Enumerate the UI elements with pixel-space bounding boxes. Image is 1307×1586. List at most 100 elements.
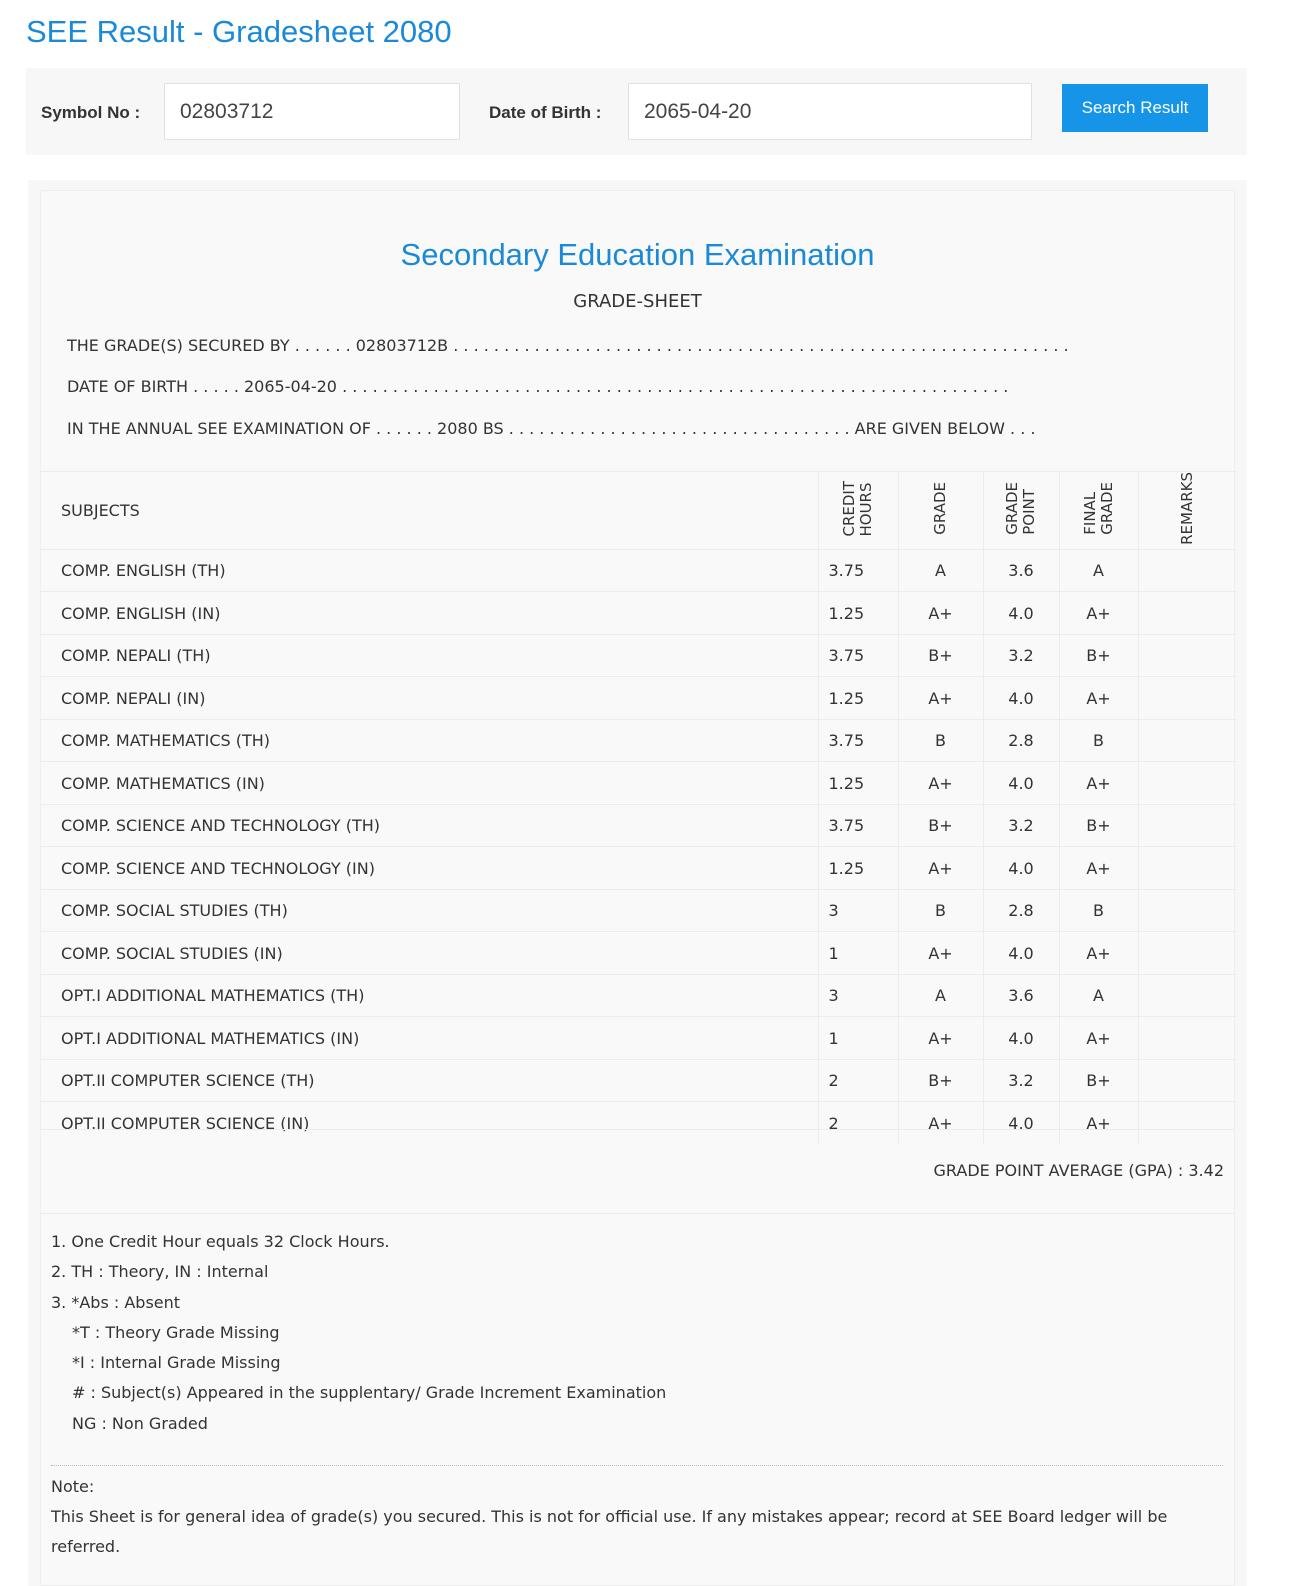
- subject-cell: COMP. SCIENCE AND TECHNOLOGY (TH): [41, 803, 818, 847]
- note-item: 1. One Credit Hour equals 32 Clock Hours…: [51, 1232, 390, 1251]
- final-grade-cell: B: [1058, 718, 1138, 762]
- grade-cell: A+: [897, 591, 983, 635]
- table-row: COMP. MATHEMATICS (IN) 1.25 A+ 4.0 A+: [41, 761, 1236, 805]
- subject-cell: COMP. ENGLISH (TH): [41, 548, 818, 592]
- dob-line: DATE OF BIRTH . . . . . 2065-04-20 . . .…: [67, 377, 1009, 396]
- grade-point-cell: 4.0: [982, 931, 1059, 975]
- grade-cell: A+: [897, 1101, 983, 1145]
- table-row: COMP. ENGLISH (TH) 3.75 A 3.6 A: [41, 548, 1236, 592]
- final-grade-cell: B: [1058, 888, 1138, 932]
- note-title: Note:: [51, 1477, 95, 1496]
- table-row: COMP. ENGLISH (IN) 1.25 A+ 4.0 A+: [41, 591, 1236, 635]
- grade-cell: A: [897, 548, 983, 592]
- credit-hours-cell: 1: [817, 1016, 898, 1060]
- credit-hours-cell: 3: [817, 973, 898, 1017]
- col-remarks: REMARKS: [1137, 471, 1236, 550]
- remarks-cell: [1137, 846, 1236, 890]
- subject-cell: COMP. ENGLISH (IN): [41, 591, 818, 635]
- col-credit-hours: CREDIT HOURS: [817, 471, 898, 550]
- final-grade-cell: A: [1058, 973, 1138, 1017]
- table-row: COMP. SCIENCE AND TECHNOLOGY (TH) 3.75 B+ 3…: [41, 803, 1236, 847]
- search-result-button[interactable]: Search Result: [1062, 84, 1208, 132]
- remarks-cell: [1137, 973, 1236, 1017]
- gradesheet-card: Secondary Education Examination GRADE-SH…: [28, 180, 1247, 1586]
- table-row: COMP. SCIENCE AND TECHNOLOGY (IN) 1.25 A+ 4…: [41, 846, 1236, 890]
- grade-point-cell: 3.6: [982, 973, 1059, 1017]
- remarks-cell: [1137, 591, 1236, 635]
- disclaimer: Note: This Sheet is for general idea of …: [51, 1465, 1223, 1562]
- grade-point-cell: 3.2: [982, 1058, 1059, 1102]
- table-row: OPT.I ADDITIONAL MATHEMATICS (IN) 1 A+ 4.0 A…: [41, 1016, 1236, 1060]
- exam-heading: Secondary Education Examination: [400, 237, 875, 272]
- remarks-cell: [1137, 931, 1236, 975]
- final-grade-cell: A+: [1058, 931, 1138, 975]
- grade-point-cell: 2.8: [982, 718, 1059, 762]
- subject-cell: COMP. NEPALI (IN): [41, 676, 818, 720]
- grade-cell: B: [897, 888, 983, 932]
- credit-hours-cell: 3.75: [817, 803, 898, 847]
- subject-cell: COMP. MATHEMATICS (TH): [41, 718, 818, 762]
- legend-notes: 1. One Credit Hour equals 32 Clock Hours…: [51, 1227, 666, 1439]
- final-grade-cell: A+: [1058, 1016, 1138, 1060]
- credit-hours-cell: 2: [817, 1058, 898, 1102]
- col-subjects: SUBJECTS: [41, 471, 818, 550]
- col-grade: GRADE: [897, 471, 983, 550]
- remarks-cell: [1137, 548, 1236, 592]
- credit-hours-cell: 3.75: [817, 718, 898, 762]
- grade-point-cell: 4.0: [982, 1016, 1059, 1060]
- credit-hours-cell: 1: [817, 931, 898, 975]
- table-row: OPT.I ADDITIONAL MATHEMATICS (TH) 3 A 3.6 A: [41, 973, 1236, 1017]
- subject-cell: OPT.II COMPUTER SCIENCE (IN): [41, 1101, 818, 1145]
- final-grade-cell: A+: [1058, 591, 1138, 635]
- remarks-cell: [1137, 888, 1236, 932]
- page-title: SEE Result - Gradesheet 2080: [26, 14, 452, 49]
- col-final-grade: FINAL GRADE: [1058, 471, 1138, 550]
- credit-hours-cell: 3: [817, 888, 898, 932]
- grade-cell: B+: [897, 633, 983, 677]
- table-row: COMP. NEPALI (IN) 1.25 A+ 4.0 A+: [41, 676, 1236, 720]
- credit-hours-cell: 1.25: [817, 761, 898, 805]
- final-grade-cell: A+: [1058, 761, 1138, 805]
- table-row: OPT.II COMPUTER SCIENCE (IN) 2 A+ 4.0 A+: [41, 1101, 1236, 1145]
- subject-cell: OPT.I ADDITIONAL MATHEMATICS (IN): [41, 1016, 818, 1060]
- credit-hours-cell: 2: [817, 1101, 898, 1145]
- subject-cell: OPT.II COMPUTER SCIENCE (TH): [41, 1058, 818, 1102]
- secured-by-line: THE GRADE(S) SECURED BY . . . . . . 0280…: [67, 336, 1069, 355]
- subject-cell: COMP. SOCIAL STUDIES (IN): [41, 931, 818, 975]
- final-grade-cell: A+: [1058, 676, 1138, 720]
- symbol-input[interactable]: 02803712: [164, 83, 460, 140]
- note-item: *T : Theory Grade Missing: [72, 1322, 280, 1342]
- credit-hours-cell: 1.25: [817, 846, 898, 890]
- final-grade-cell: B+: [1058, 1058, 1138, 1102]
- subject-cell: COMP. NEPALI (TH): [41, 633, 818, 677]
- remarks-cell: [1137, 803, 1236, 847]
- gpa-row: [41, 1129, 1234, 1214]
- grade-point-cell: 2.8: [982, 888, 1059, 932]
- final-grade-cell: B+: [1058, 803, 1138, 847]
- credit-hours-cell: 1.25: [817, 591, 898, 635]
- table-row: COMP. SOCIAL STUDIES (TH) 3 B 2.8 B: [41, 888, 1236, 932]
- table-row: COMP. MATHEMATICS (TH) 3.75 B 2.8 B: [41, 718, 1236, 762]
- final-grade-cell: A+: [1058, 846, 1138, 890]
- final-grade-cell: A+: [1058, 1101, 1138, 1145]
- grade-point-cell: 4.0: [982, 676, 1059, 720]
- dob-input[interactable]: 2065-04-20: [628, 83, 1032, 140]
- remarks-cell: [1137, 1101, 1236, 1145]
- gpa-value: GRADE POINT AVERAGE (GPA) : 3.42: [933, 1161, 1224, 1180]
- symbol-label: Symbol No :: [41, 103, 141, 122]
- grade-cell: A+: [897, 846, 983, 890]
- credit-hours-cell: 1.25: [817, 676, 898, 720]
- final-grade-cell: A: [1058, 548, 1138, 592]
- grade-point-cell: 3.2: [982, 803, 1059, 847]
- grade-cell: A+: [897, 931, 983, 975]
- subject-cell: COMP. MATHEMATICS (IN): [41, 761, 818, 805]
- credit-hours-cell: 3.75: [817, 633, 898, 677]
- grade-point-cell: 3.2: [982, 633, 1059, 677]
- grade-cell: B: [897, 718, 983, 762]
- note-text: This Sheet is for general idea of grade(…: [51, 1507, 1168, 1556]
- grade-cell: A: [897, 973, 983, 1017]
- grade-cell: A+: [897, 676, 983, 720]
- grade-point-cell: 4.0: [982, 1101, 1059, 1145]
- remarks-cell: [1137, 633, 1236, 677]
- remarks-cell: [1137, 1016, 1236, 1060]
